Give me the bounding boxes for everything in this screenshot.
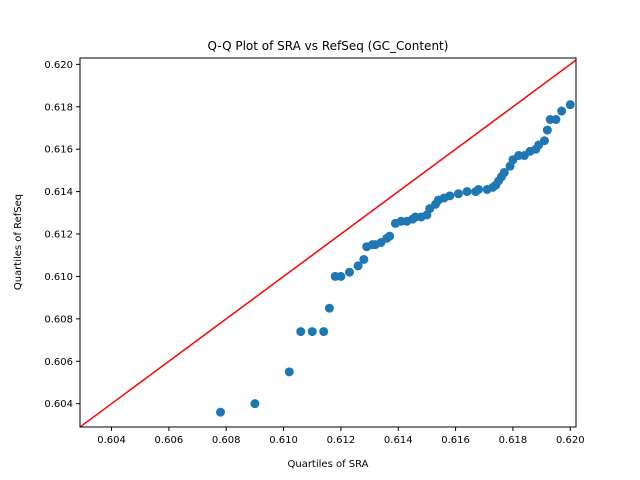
y-tick-label: 0.608: [44, 314, 73, 325]
y-tick-label: 0.606: [44, 357, 73, 368]
x-tick-label: 0.610: [269, 435, 298, 446]
y-tick-label: 0.610: [44, 272, 73, 283]
data-point: [319, 327, 329, 337]
plot-area: [79, 57, 577, 428]
y-axis-ticks: 0.604 0.606 0.608 0.610 0.612 0.614 0.616 0.618…: [44, 60, 80, 410]
x-tick-label: 0.614: [384, 435, 413, 446]
data-point: [462, 187, 472, 197]
y-tick-label: 0.616: [44, 145, 73, 156]
data-point: [453, 189, 463, 199]
x-tick-label: 0.616: [441, 435, 470, 446]
x-tick-label: 0.606: [155, 435, 184, 446]
data-point: [565, 100, 575, 110]
data-point: [539, 136, 549, 146]
data-point: [542, 125, 552, 135]
data-point: [499, 168, 509, 178]
x-tick-label: 0.612: [327, 435, 356, 446]
data-point: [336, 271, 346, 281]
data-point: [385, 231, 395, 241]
data-point: [359, 254, 369, 264]
x-axis-label: Quartiles of SRA: [287, 459, 368, 470]
x-tick-label: 0.618: [499, 435, 528, 446]
y-tick-label: 0.604: [44, 399, 73, 410]
plot-frame: [79, 57, 577, 428]
y-axis-label: Quartiles of RefSeq: [13, 194, 24, 290]
x-tick-label: 0.604: [97, 435, 126, 446]
data-point: [557, 106, 567, 116]
data-point: [353, 261, 363, 271]
data-point: [445, 191, 455, 201]
data-point: [474, 184, 484, 194]
y-tick-label: 0.612: [44, 230, 73, 241]
data-point: [296, 327, 306, 337]
data-point: [284, 367, 294, 377]
data-point: [345, 267, 355, 277]
data-point: [215, 407, 225, 417]
data-point: [324, 303, 334, 313]
y-tick-label: 0.620: [44, 60, 73, 71]
data-point: [250, 399, 260, 409]
y-tick-label: 0.614: [44, 187, 73, 198]
x-axis-ticks: 0.604 0.606 0.608 0.610 0.612 0.614 0.616 0.618…: [97, 427, 585, 446]
x-tick-label: 0.620: [556, 435, 585, 446]
data-point: [307, 327, 317, 337]
x-tick-label: 0.608: [212, 435, 241, 446]
chart-title: Q-Q Plot of SRA vs RefSeq (GC_Content): [208, 39, 449, 53]
reference-line: [80, 59, 576, 427]
y-tick-label: 0.618: [44, 102, 73, 113]
data-point: [551, 115, 561, 124]
